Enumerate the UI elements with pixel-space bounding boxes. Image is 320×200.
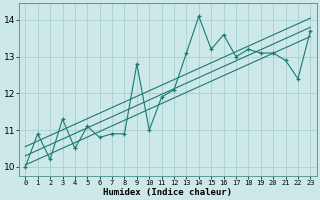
X-axis label: Humidex (Indice chaleur): Humidex (Indice chaleur) [103, 188, 232, 197]
